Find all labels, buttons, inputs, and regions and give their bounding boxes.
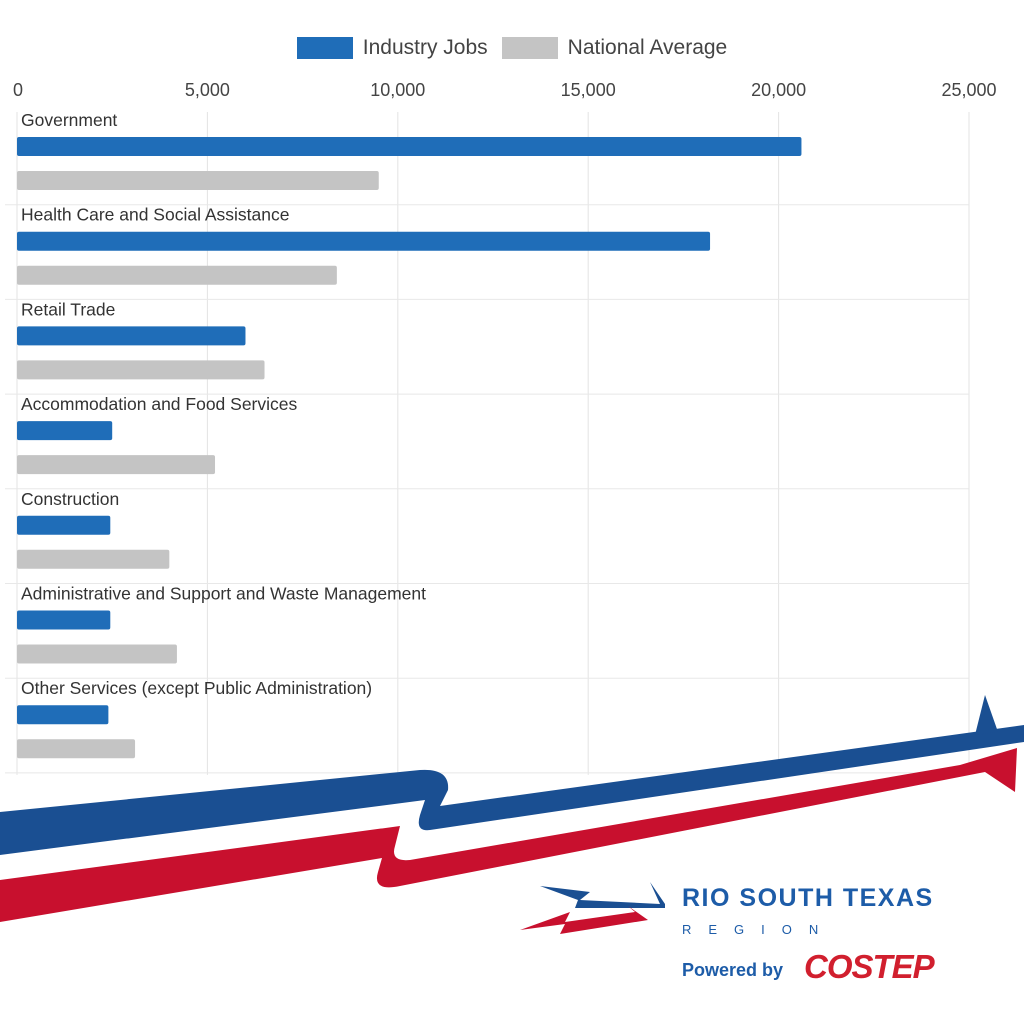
legend-swatch — [296, 37, 353, 59]
x-tick-label: 5,000 — [185, 80, 230, 100]
legend-label: Industry Jobs — [362, 36, 488, 59]
x-tick-label: 15,000 — [561, 80, 616, 100]
bar-national-average — [17, 644, 177, 664]
costep-logo: COSTEP — [804, 948, 935, 985]
chart-legend: Industry Jobs National Average — [0, 36, 1024, 60]
category-label: Construction — [21, 489, 119, 509]
bar-national-average — [17, 265, 337, 285]
bar-industry-jobs — [17, 705, 109, 725]
x-tick-label: 20,000 — [751, 80, 806, 100]
legend-item-national-average[interactable]: National Average — [501, 36, 728, 60]
category-label: Government — [21, 110, 117, 130]
bar-industry-jobs — [17, 137, 802, 156]
powered-by-label: Powered by — [682, 960, 784, 980]
category-label: Retail Trade — [21, 299, 115, 319]
bar-national-average — [17, 171, 379, 190]
bar-national-average — [17, 455, 216, 475]
x-tick-label: 10,000 — [370, 80, 425, 100]
legend-swatch — [501, 37, 558, 59]
bar-industry-jobs — [17, 421, 113, 441]
category-label: Accommodation and Food Services — [21, 394, 297, 414]
legend-label: National Average — [567, 36, 728, 59]
category-label: Health Care and Social Assistance — [21, 205, 289, 225]
category-label: Administrative and Support and Waste Man… — [21, 584, 426, 604]
bar-industry-jobs — [17, 231, 711, 251]
bar-national-average — [17, 360, 265, 380]
bar-industry-jobs — [17, 610, 111, 630]
x-tick-label: 25,000 — [941, 80, 996, 100]
brand-name: RIO SOUTH TEXAS — [682, 884, 934, 912]
bar-industry-jobs — [17, 326, 246, 346]
bar-national-average — [17, 739, 136, 759]
bar-industry-jobs — [17, 515, 111, 535]
brand-subtitle: REGION — [682, 922, 836, 937]
logo-mark-icon — [520, 882, 665, 934]
x-tick-label: 0 — [13, 80, 23, 100]
category-label: Other Services (except Public Administra… — [21, 678, 372, 698]
bar-national-average — [17, 549, 170, 569]
legend-item-industry-jobs[interactable]: Industry Jobs — [296, 36, 488, 60]
